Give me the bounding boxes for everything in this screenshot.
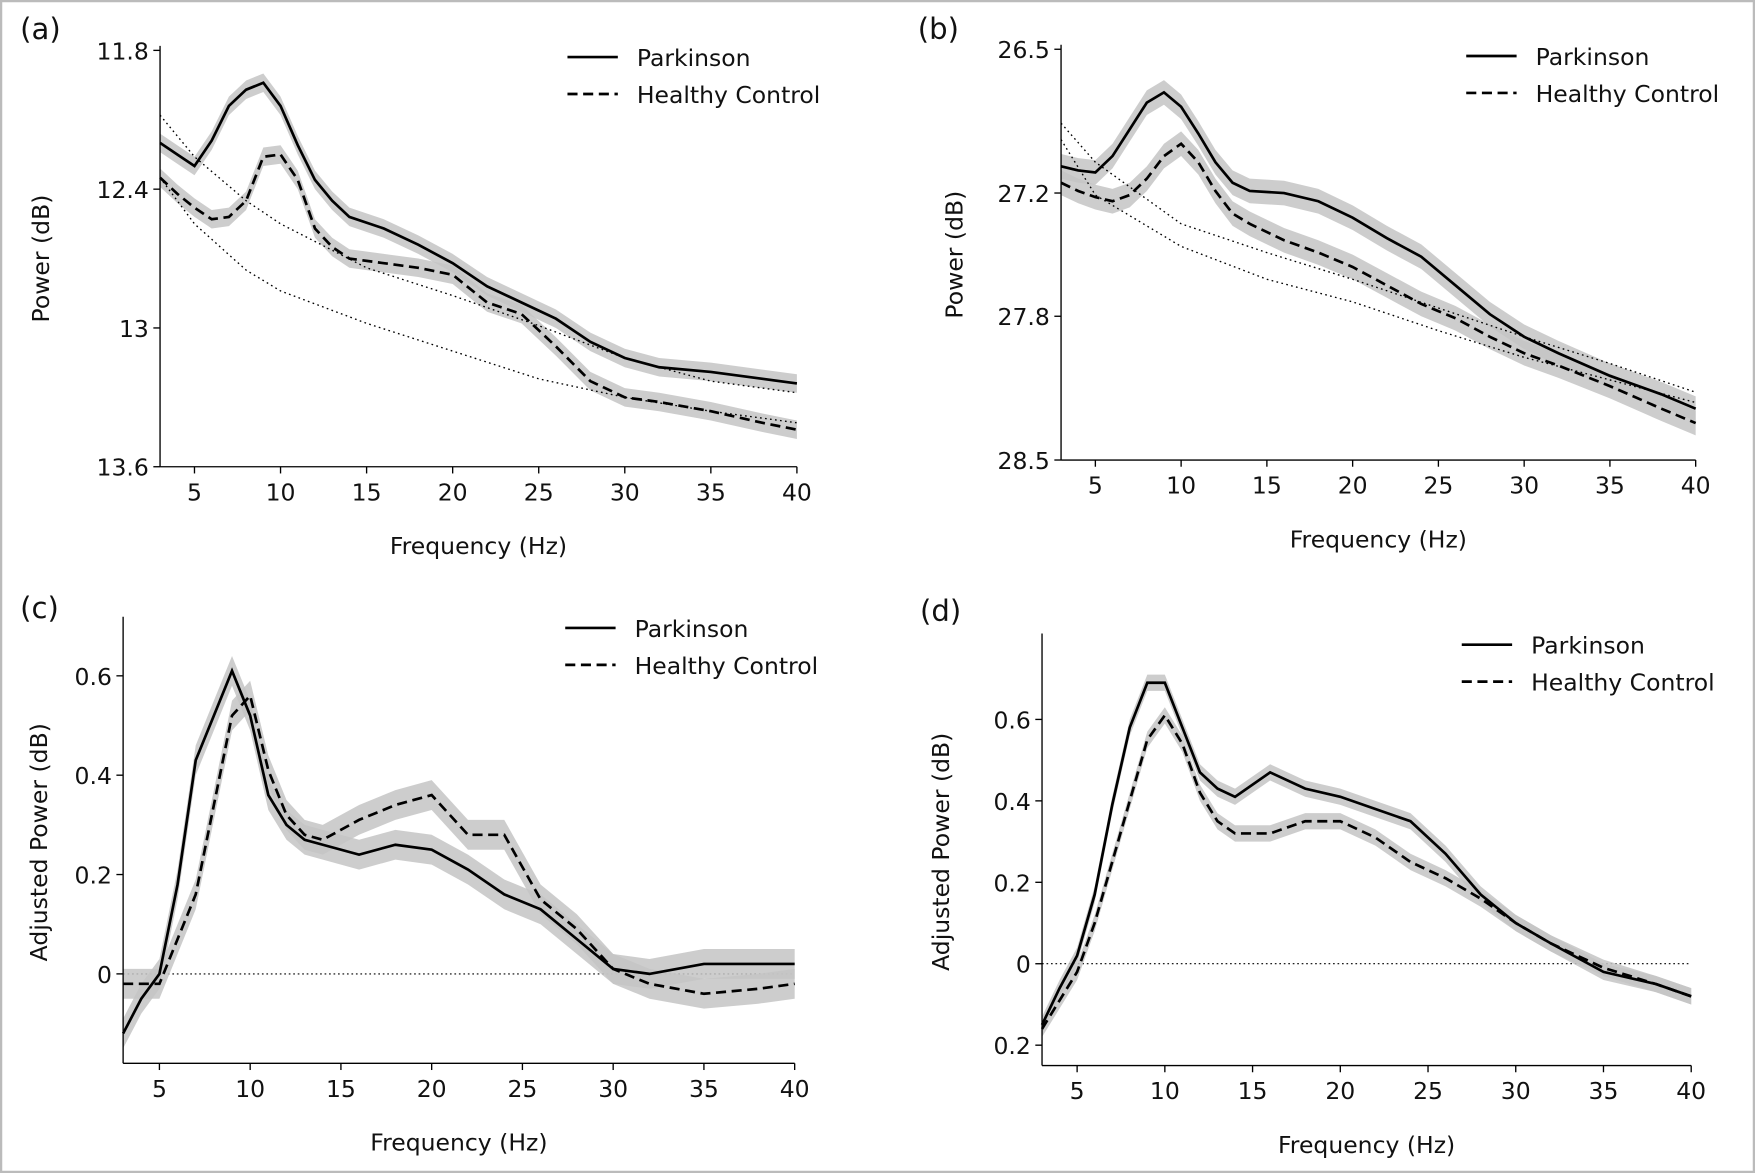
- series-line: [159, 153, 798, 432]
- y-axis-label: Power (dB): [27, 195, 55, 323]
- legend-label: Healthy Control: [1531, 669, 1714, 697]
- y-tick-label: 0.2: [75, 861, 112, 889]
- y-axis-label: Adjusted Power (dB): [927, 733, 955, 971]
- x-tick-label: 25: [524, 478, 554, 506]
- x-tick-label: 40: [1676, 1077, 1706, 1105]
- x-tick-label: 35: [1595, 472, 1625, 500]
- legend-label: Parkinson: [635, 615, 749, 643]
- panel-label: (b): [918, 12, 959, 46]
- x-tick-label: 35: [696, 478, 726, 506]
- series-line: [1060, 90, 1697, 410]
- x-tick-label: 15: [352, 478, 382, 506]
- x-tick-label: 40: [782, 478, 812, 506]
- legend-label: Parkinson: [637, 44, 751, 72]
- x-tick-label: 20: [1338, 472, 1368, 500]
- x-tick-label: 30: [1501, 1077, 1531, 1105]
- y-tick-label: 13: [119, 315, 149, 343]
- legend-label: Healthy Control: [1536, 80, 1719, 108]
- y-tick-label: 0: [1016, 951, 1031, 979]
- y-tick-label: 0.4: [75, 762, 112, 790]
- legend-label: Parkinson: [1536, 43, 1650, 71]
- y-tick-label: 27.8: [998, 303, 1050, 331]
- x-tick-label: 15: [1238, 1077, 1268, 1105]
- x-axis-label: Frequency (Hz): [370, 1129, 547, 1157]
- legend-label: Parkinson: [1531, 632, 1645, 660]
- confidence-band: [123, 655, 795, 1049]
- x-tick-label: 30: [610, 478, 640, 506]
- panel-label: (a): [20, 12, 61, 46]
- x-tick-label: 25: [507, 1075, 537, 1103]
- y-tick-label: 11.8: [97, 37, 149, 65]
- x-tick-label: 20: [1325, 1077, 1355, 1105]
- x-tick-label: 5: [187, 478, 202, 506]
- x-tick-label: 30: [1509, 472, 1539, 500]
- x-axis-label: Frequency (Hz): [390, 532, 567, 560]
- y-tick-label: 13.6: [97, 454, 149, 482]
- series-line: [123, 692, 795, 996]
- x-tick-label: 5: [1070, 1077, 1085, 1105]
- x-tick-label: 40: [1681, 472, 1711, 500]
- confidence-band: [160, 145, 797, 439]
- y-tick-label: 12.4: [97, 176, 149, 204]
- series-line: [1060, 122, 1696, 393]
- series-line: [1060, 139, 1696, 404]
- x-tick-label: 35: [689, 1075, 719, 1103]
- series-line: [159, 177, 798, 424]
- panel-label: (c): [20, 591, 59, 625]
- y-tick-label: 28.5: [998, 447, 1050, 475]
- x-tick-label: 20: [417, 1075, 447, 1103]
- y-tick-label: 0.6: [993, 706, 1030, 734]
- panel-label: (d): [920, 594, 961, 628]
- legend-label: Healthy Control: [635, 652, 819, 680]
- y-axis-label: Adjusted Power (dB): [25, 723, 53, 961]
- legend-label: Healthy Control: [637, 81, 821, 109]
- y-axis-label: Power (dB): [941, 191, 969, 319]
- x-tick-label: 25: [1413, 1077, 1443, 1105]
- x-tick-label: 5: [1088, 472, 1103, 500]
- x-axis-label: Frequency (Hz): [1290, 525, 1467, 553]
- x-tick-label: 40: [780, 1075, 810, 1103]
- confidence-band: [1061, 131, 1696, 436]
- x-tick-label: 10: [235, 1075, 265, 1103]
- y-tick-label: 0.4: [993, 788, 1030, 816]
- series-line: [1060, 141, 1697, 425]
- x-tick-label: 15: [1252, 472, 1282, 500]
- y-tick-label: 0.6: [75, 663, 112, 691]
- y-tick-label: 0: [97, 961, 112, 989]
- x-tick-label: 10: [1166, 472, 1196, 500]
- x-tick-label: 20: [438, 478, 468, 506]
- y-tick-label: 26.5: [998, 36, 1050, 64]
- series-line: [121, 667, 795, 1035]
- x-tick-label: 30: [598, 1075, 628, 1103]
- y-tick-label: 0.2: [993, 1032, 1030, 1060]
- x-tick-label: 10: [1150, 1077, 1180, 1105]
- x-tick-label: 25: [1423, 472, 1453, 500]
- y-tick-label: 27.2: [998, 180, 1050, 208]
- series-line: [1040, 681, 1692, 1026]
- x-axis-label: Frequency (Hz): [1278, 1131, 1455, 1159]
- x-tick-label: 15: [326, 1075, 356, 1103]
- y-tick-label: 0.2: [993, 869, 1030, 897]
- x-tick-label: 35: [1589, 1077, 1619, 1105]
- x-tick-label: 10: [266, 478, 296, 506]
- x-tick-label: 5: [152, 1075, 167, 1103]
